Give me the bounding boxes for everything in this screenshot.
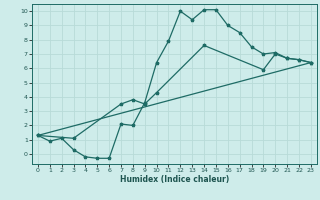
X-axis label: Humidex (Indice chaleur): Humidex (Indice chaleur)	[120, 175, 229, 184]
